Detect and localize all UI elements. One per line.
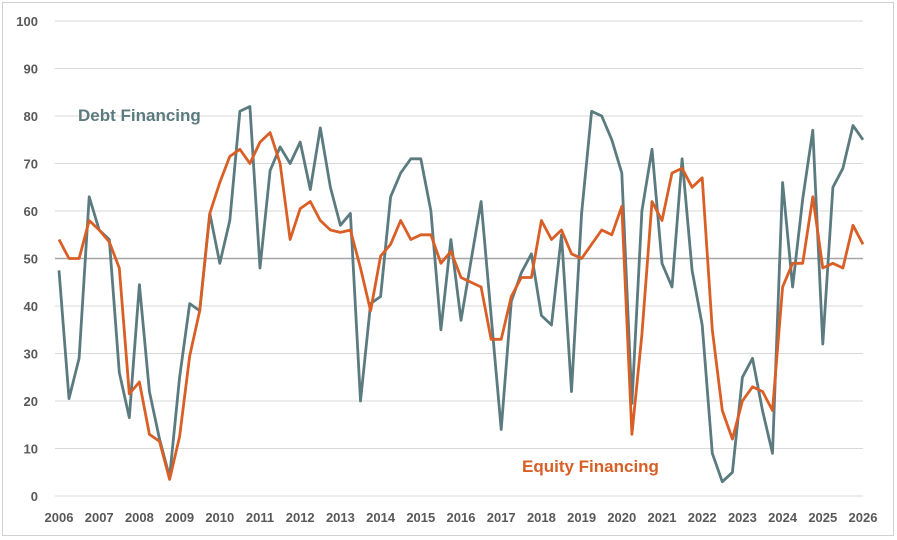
x-tick-label: 2021 — [648, 510, 677, 525]
x-tick-label: 2022 — [688, 510, 717, 525]
x-tick-label: 2013 — [326, 510, 355, 525]
x-tick-label: 2026 — [849, 510, 878, 525]
x-tick-label: 2015 — [406, 510, 435, 525]
x-tick-label: 2018 — [527, 510, 556, 525]
x-tick-label: 2007 — [85, 510, 114, 525]
x-tick-label: 2010 — [205, 510, 234, 525]
y-axis-ticks: 0 10 20 30 40 50 60 70 80 90 100 — [16, 14, 38, 504]
x-tick-label: 2006 — [45, 510, 74, 525]
y-tick-label: 100 — [16, 14, 38, 29]
series-label-equity-financing: Equity Financing — [522, 457, 659, 476]
x-tick-label: 2009 — [165, 510, 194, 525]
series-label-debt-financing: Debt Financing — [78, 106, 201, 125]
x-tick-label: 2017 — [487, 510, 516, 525]
y-tick-label: 0 — [31, 489, 38, 504]
y-tick-label: 20 — [24, 394, 38, 409]
x-tick-label: 2008 — [125, 510, 154, 525]
x-tick-label: 2023 — [728, 510, 757, 525]
y-tick-label: 80 — [24, 109, 38, 124]
x-tick-label: 2024 — [768, 510, 798, 525]
y-tick-label: 30 — [24, 347, 38, 362]
series-lines — [57, 105, 865, 484]
y-tick-label: 50 — [24, 252, 38, 267]
x-tick-label: 2012 — [286, 510, 315, 525]
series-line-equity-financing — [57, 131, 865, 481]
x-tick-label: 2011 — [246, 510, 274, 525]
series-line-debt-financing — [57, 105, 865, 484]
x-tick-label: 2019 — [567, 510, 596, 525]
x-axis-ticks: 2006 2007 2008 2009 2010 2011 2012 2013 2014 2015… — [45, 510, 878, 525]
y-tick-label: 10 — [24, 442, 38, 457]
x-tick-label: 2020 — [607, 510, 636, 525]
x-tick-label: 2016 — [447, 510, 476, 525]
y-tick-label: 40 — [24, 299, 38, 314]
y-tick-label: 70 — [24, 157, 38, 172]
y-tick-label: 60 — [24, 204, 38, 219]
y-tick-label: 90 — [24, 62, 38, 77]
x-tick-label: 2025 — [808, 510, 837, 525]
x-tick-label: 2014 — [366, 510, 396, 525]
